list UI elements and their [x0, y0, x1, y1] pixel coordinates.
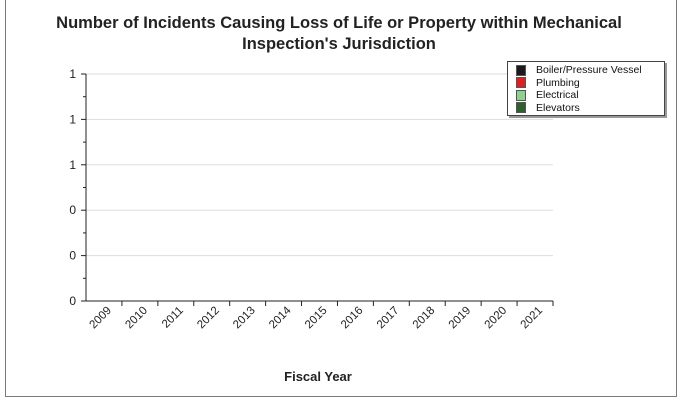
- chart-title: Number of Incidents Causing Loss of Life…: [56, 14, 622, 53]
- x-tick-label: 2020: [483, 305, 510, 332]
- legend-label: Elevators: [536, 101, 580, 114]
- legend-item: Plumbing: [516, 77, 664, 90]
- legend-label: Plumbing: [536, 76, 580, 89]
- legend-swatch: [516, 64, 526, 76]
- legend-swatch: [516, 77, 526, 89]
- y-tick-label: 1: [69, 67, 76, 81]
- x-tick-label: 2019: [447, 305, 474, 332]
- x-tick-label: 2011: [160, 305, 186, 331]
- x-tick-label: 2021: [519, 305, 546, 332]
- y-tick-label: 0: [69, 203, 76, 217]
- y-tick-label: 0: [69, 294, 76, 308]
- legend-label: Electrical: [536, 89, 579, 102]
- legend-item: Boiler/Pressure Vessel: [516, 64, 664, 77]
- x-tick-label: 2017: [375, 305, 402, 332]
- x-tick-label: 2016: [339, 305, 366, 332]
- x-tick-label: 2015: [303, 305, 330, 332]
- y-tick-label: 0: [69, 249, 76, 263]
- x-tick-label: 2018: [411, 305, 438, 332]
- legend: Boiler/Pressure Vessel Plumbing Electrical…: [507, 61, 665, 116]
- y-tick-label: 1: [69, 112, 76, 126]
- legend-label: Boiler/Pressure Vessel: [536, 64, 642, 77]
- legend-item: Electrical: [516, 89, 664, 102]
- x-tick-label: 2013: [231, 305, 258, 332]
- legend-item: Elevators: [516, 102, 664, 115]
- x-tick-label: 2010: [123, 305, 150, 332]
- legend-swatch: [516, 89, 526, 101]
- y-tick-label: 1: [69, 158, 76, 172]
- x-tick-label: 2012: [195, 305, 222, 332]
- legend-swatch: [516, 102, 526, 114]
- x-tick-label: 2014: [267, 304, 294, 331]
- x-tick-label: 2009: [88, 305, 115, 332]
- chart-frame: [5, 0, 677, 397]
- x-axis-label: Fiscal Year: [284, 369, 352, 384]
